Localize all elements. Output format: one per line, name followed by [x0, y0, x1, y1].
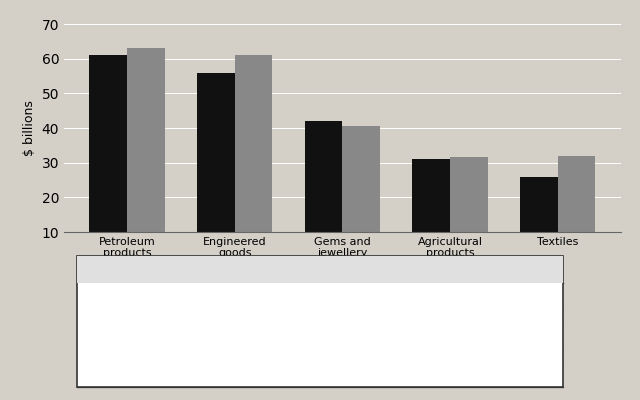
Text: Agricultural products: Agricultural products — [86, 351, 204, 361]
Y-axis label: $ billions: $ billions — [23, 100, 36, 156]
Text: Engineered goods: Engineered goods — [86, 310, 187, 319]
Text: 0.81%: 0.81% — [416, 351, 451, 361]
Text: ▲: ▲ — [385, 308, 396, 321]
Bar — [235, 55, 273, 267]
Bar — [450, 158, 488, 267]
Text: ▲: ▲ — [385, 370, 396, 383]
Bar — [412, 159, 450, 267]
Bar — [197, 72, 235, 267]
X-axis label: Product Category: Product Category — [281, 267, 404, 280]
Text: Textiles: Textiles — [86, 372, 128, 382]
Bar — [342, 126, 380, 267]
Bar — [305, 121, 342, 267]
Text: Petroleum products: Petroleum products — [86, 289, 195, 298]
Bar — [520, 176, 558, 267]
Text: 3%: 3% — [416, 289, 434, 298]
Bar — [127, 48, 164, 267]
Text: 5.18%: 5.18% — [416, 330, 451, 340]
Bar — [558, 156, 595, 267]
Text: ▲: ▲ — [385, 350, 396, 362]
Bar — [90, 55, 127, 267]
Text: 8.5%: 8.5% — [416, 310, 444, 319]
Text: ▼: ▼ — [385, 329, 396, 342]
Text: Percentage change in values (2015–2016): Percentage change in values (2015–2016) — [189, 265, 451, 275]
Text: Gems and jewellery: Gems and jewellery — [86, 330, 197, 340]
Text: ▲: ▲ — [385, 287, 396, 300]
Text: 15.24%: 15.24% — [416, 372, 458, 382]
